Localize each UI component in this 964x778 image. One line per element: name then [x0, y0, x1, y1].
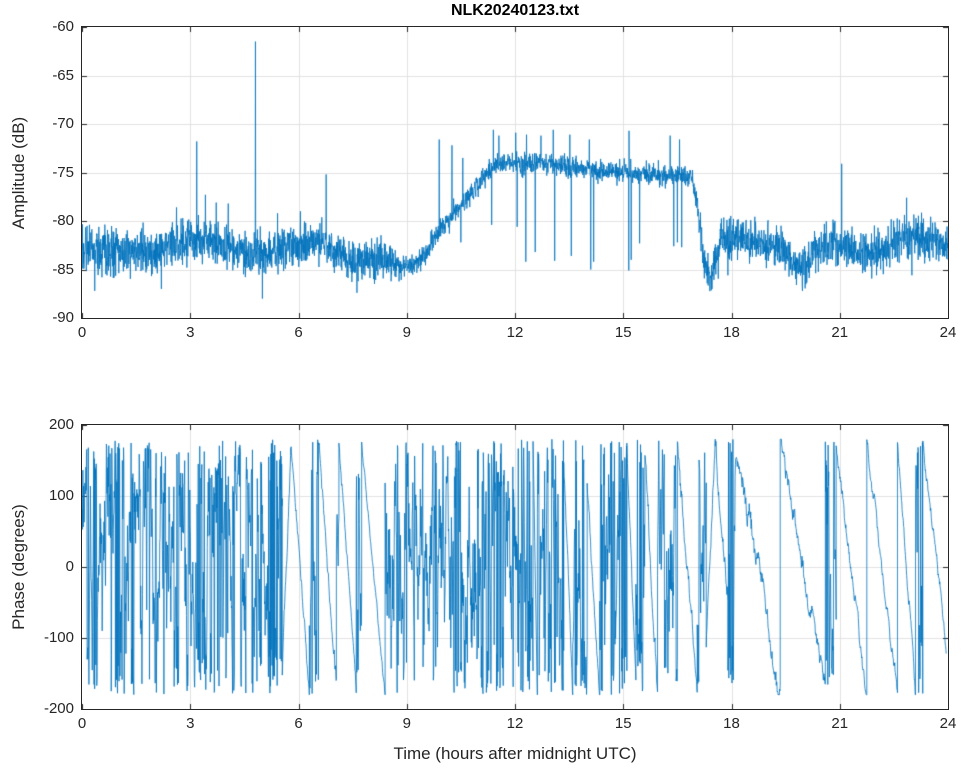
x-tick-label: 21 — [831, 715, 849, 732]
x-tick-label: 9 — [402, 324, 411, 341]
x-tick-label: 0 — [77, 324, 87, 341]
y-tick-label: 0 — [65, 558, 74, 575]
y-tick-label: 200 — [48, 416, 74, 433]
x-tick-label: 6 — [294, 324, 303, 341]
x-tick-label: 9 — [402, 715, 411, 732]
x-tick-label: 6 — [294, 715, 303, 732]
y-tick-label: -70 — [52, 115, 74, 132]
y-tick-label: -60 — [52, 18, 74, 35]
plot-title: NLK20240123.txt — [450, 2, 580, 19]
x-tick-label: 3 — [186, 715, 195, 732]
phase-canvas — [82, 425, 948, 709]
x-tick-label: 3 — [186, 324, 195, 341]
x-tick-label: 15 — [614, 324, 632, 341]
x-tick-label: 12 — [506, 324, 524, 341]
y-tick-label: -200 — [43, 700, 74, 717]
x-tick-label: 24 — [939, 324, 957, 341]
x-tick-label: 12 — [506, 715, 524, 732]
amplitude-axes — [81, 26, 949, 319]
x-tick-label: 18 — [723, 715, 740, 732]
y-tick-label: -80 — [52, 212, 74, 229]
phase-axes — [81, 424, 949, 710]
y-tick-label: -85 — [52, 260, 74, 278]
y-tick-label: 100 — [48, 487, 74, 504]
amplitude-canvas — [82, 27, 948, 318]
x-tick-label: 15 — [614, 715, 632, 732]
x-tick-label: 0 — [77, 715, 87, 732]
y-tick-label: -65 — [52, 66, 74, 84]
y-tick-label: -75 — [52, 163, 74, 181]
x-tick-label: 21 — [831, 324, 849, 341]
y-tick-label: -100 — [43, 629, 74, 646]
x-tick-label: 18 — [723, 324, 740, 341]
y-tick-label: -90 — [52, 309, 74, 326]
x-tick-label: 24 — [939, 715, 957, 732]
x-axis-label: Time (hours after midnight UTC) — [393, 744, 637, 763]
